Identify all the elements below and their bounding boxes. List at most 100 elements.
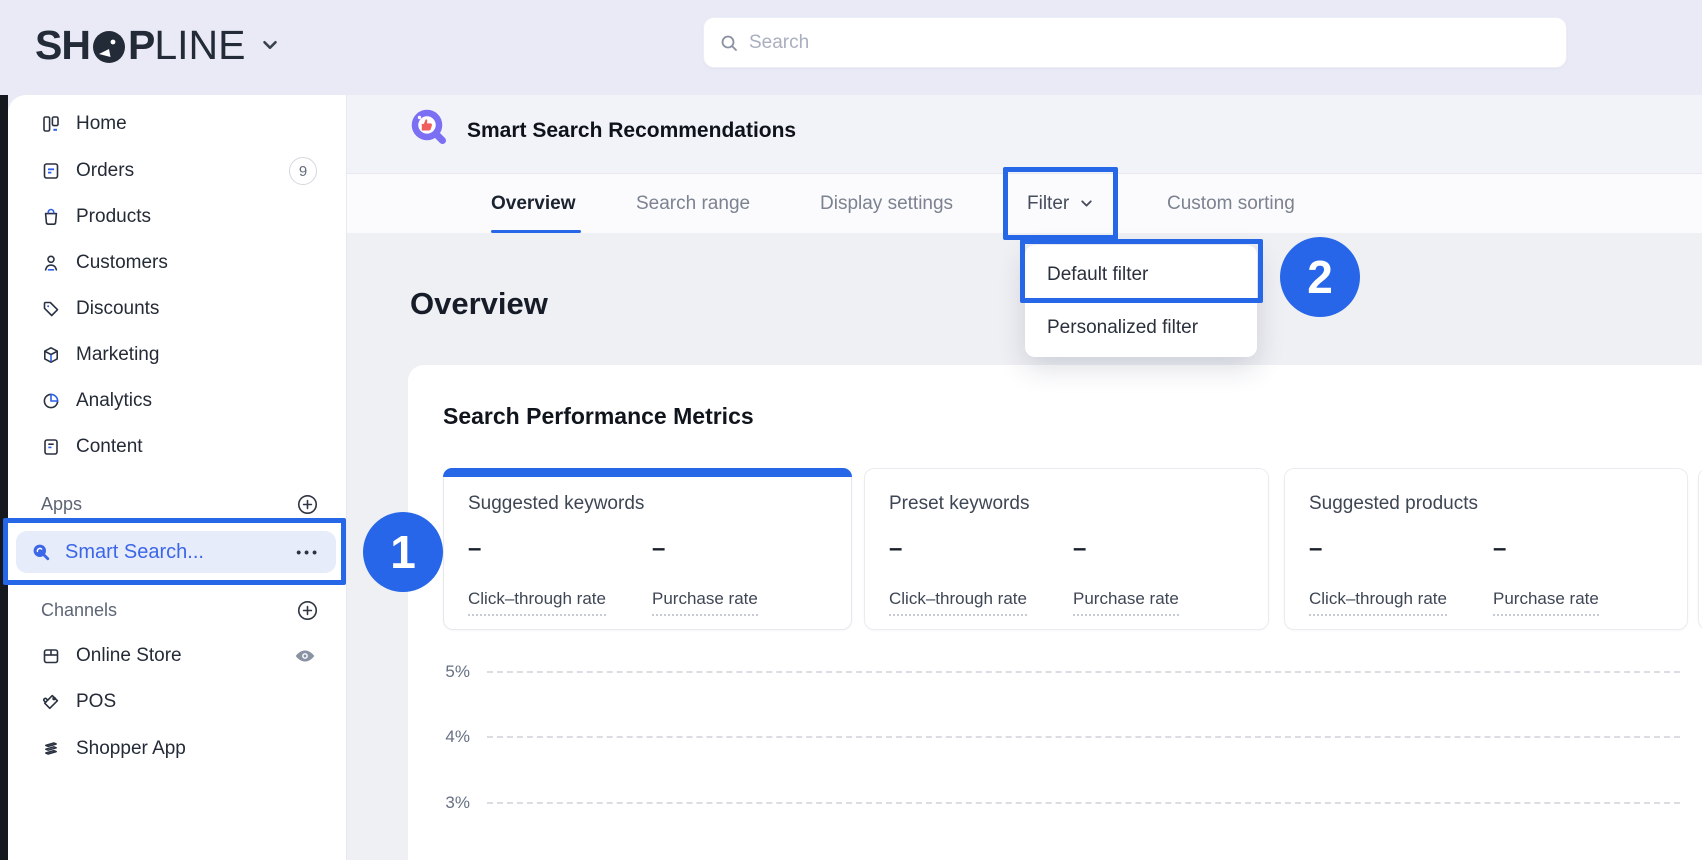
sidebar-item-pos[interactable]: POS — [8, 686, 347, 718]
chart-gridline — [487, 671, 1680, 673]
shopline-logo: SH P LINE — [35, 21, 281, 69]
sidebar-item-label: Smart Search... — [65, 540, 204, 563]
sidebar-item-label: Online Store — [76, 645, 182, 666]
add-channel-button[interactable] — [296, 599, 319, 622]
sidebar-item-label: Shopper App — [76, 738, 186, 759]
metric-card-title: Preset keywords — [889, 493, 1030, 514]
step-badge-1: 1 — [363, 512, 443, 592]
chevron-down-icon — [1081, 200, 1092, 207]
sidebar-item-analytics[interactable]: Analytics — [8, 385, 347, 417]
sidebar-item-shopper-app[interactable]: Shopper App — [8, 733, 347, 765]
pos-icon — [43, 694, 59, 710]
overview-panel: Search Performance Metrics Suggested key… — [408, 365, 1702, 860]
sidebar-item-label: Home — [76, 113, 127, 134]
orders-count-badge: 9 — [289, 157, 317, 185]
page-title: Overview — [410, 286, 548, 321]
filter-dropdown-menu: Default filter Personalized filter — [1025, 245, 1257, 357]
section-title: Search Performance Metrics — [443, 403, 754, 429]
sidebar-item-marketing[interactable]: Marketing — [8, 339, 347, 371]
tab-filter-label: Filter — [1027, 193, 1070, 214]
metric-card-title: Suggested keywords — [468, 493, 645, 514]
sidebar-item-label: Discounts — [76, 298, 160, 319]
smart-search-app-icon — [33, 544, 50, 561]
y-axis-tick: 3% — [445, 793, 470, 812]
shopper-app-icon — [45, 742, 57, 755]
metric-value: – — [1493, 535, 1507, 562]
section-label: Apps — [41, 493, 83, 514]
window-edge — [0, 95, 8, 860]
metric-value: – — [1309, 535, 1323, 562]
sidebar-item-label: Content — [76, 436, 143, 457]
metric-value: – — [1073, 535, 1087, 562]
add-app-button[interactable] — [296, 493, 319, 516]
home-icon — [43, 116, 59, 132]
sidebar-item-customers[interactable]: Customers — [8, 247, 347, 279]
metric-card-partial[interactable] — [1698, 468, 1702, 630]
active-tab-underline — [491, 230, 581, 233]
metric-card-preset-keywords[interactable]: Preset keywords – Click–through rate – P… — [864, 468, 1269, 630]
tab-overview[interactable]: Overview — [491, 193, 576, 214]
page-app-title: Smart Search Recommendations — [467, 119, 797, 142]
customers-icon — [44, 255, 58, 271]
search-input[interactable] — [749, 31, 1551, 54]
orders-icon — [43, 163, 59, 179]
metric-card-title: Suggested products — [1309, 493, 1479, 514]
metric-value: – — [889, 535, 903, 562]
logo-text: LINE — [154, 21, 246, 68]
smart-search-more-button[interactable]: ••• — [296, 544, 320, 560]
sidebar-item-products[interactable]: Products — [8, 201, 347, 233]
tab-filter[interactable]: Filter — [1027, 174, 1095, 233]
metric-label-purchase-rate: Purchase rate — [1073, 589, 1179, 616]
sidebar-item-label: Marketing — [76, 344, 160, 365]
products-icon — [44, 208, 58, 226]
sidebar-section-apps: Apps — [8, 488, 347, 520]
sidebar-item-label: Customers — [76, 252, 168, 273]
online-store-icon — [43, 649, 59, 664]
sidebar-item-discounts[interactable]: Discounts — [8, 293, 347, 325]
sidebar-item-smart-search[interactable]: Smart Search... ••• — [16, 531, 336, 573]
view-store-eye-icon[interactable] — [293, 644, 317, 668]
content-icon — [44, 439, 58, 455]
sidebar-item-label: POS — [76, 691, 117, 712]
search-icon — [721, 35, 737, 51]
logo-text: SH — [35, 21, 91, 68]
selected-card-accent-bar — [443, 468, 852, 477]
y-axis-tick: 4% — [445, 727, 470, 746]
chart-gridline — [487, 736, 1680, 738]
metric-label-purchase-rate: Purchase rate — [1493, 589, 1599, 616]
menu-item-default-filter[interactable]: Default filter — [1047, 263, 1149, 285]
menu-item-personalized-filter[interactable]: Personalized filter — [1047, 316, 1199, 338]
tab-custom-sorting[interactable]: Custom sorting — [1167, 193, 1295, 214]
sidebar-item-online-store[interactable]: Online Store — [8, 640, 347, 672]
metric-value: – — [652, 535, 666, 562]
sidebar-item-orders[interactable]: Orders 9 — [8, 155, 347, 187]
metric-label-click-through-rate: Click–through rate — [468, 589, 606, 616]
tab-search-range[interactable]: Search range — [636, 193, 751, 214]
app-header — [347, 95, 1702, 174]
step-badge-2: 2 — [1280, 237, 1360, 317]
sidebar-item-home[interactable]: Home — [8, 108, 347, 140]
metric-label-click-through-rate: Click–through rate — [889, 589, 1027, 616]
logo-text: P — [127, 21, 155, 68]
metric-label-purchase-rate: Purchase rate — [652, 589, 758, 616]
sidebar-item-content[interactable]: Content — [8, 431, 347, 463]
discounts-icon — [43, 301, 59, 317]
y-axis-tick: 5% — [445, 662, 470, 681]
marketing-icon — [44, 347, 58, 363]
metric-label-click-through-rate: Click–through rate — [1309, 589, 1447, 616]
chart-gridline — [487, 802, 1680, 804]
global-search — [703, 17, 1567, 68]
store-switcher-chevron-down-icon[interactable] — [259, 34, 281, 56]
metric-card-suggested-products[interactable]: Suggested products – Click–through rate … — [1284, 468, 1688, 630]
tab-bar: Overview Search range Display settings F… — [347, 174, 1702, 233]
section-label: Channels — [41, 599, 118, 620]
sidebar-item-label: Orders — [76, 160, 135, 181]
sidebar: Home Orders 9 Products Customers Discoun… — [8, 95, 347, 860]
sidebar-section-channels: Channels — [8, 594, 347, 626]
top-bar: SH P LINE — [0, 0, 1702, 95]
metric-card-suggested-keywords[interactable]: Suggested keywords – Click–through rate … — [443, 468, 852, 630]
smart-search-recommendations-icon — [411, 109, 446, 144]
tab-display-settings[interactable]: Display settings — [820, 193, 954, 214]
analytics-icon — [43, 393, 59, 409]
sidebar-item-label: Products — [76, 206, 151, 227]
